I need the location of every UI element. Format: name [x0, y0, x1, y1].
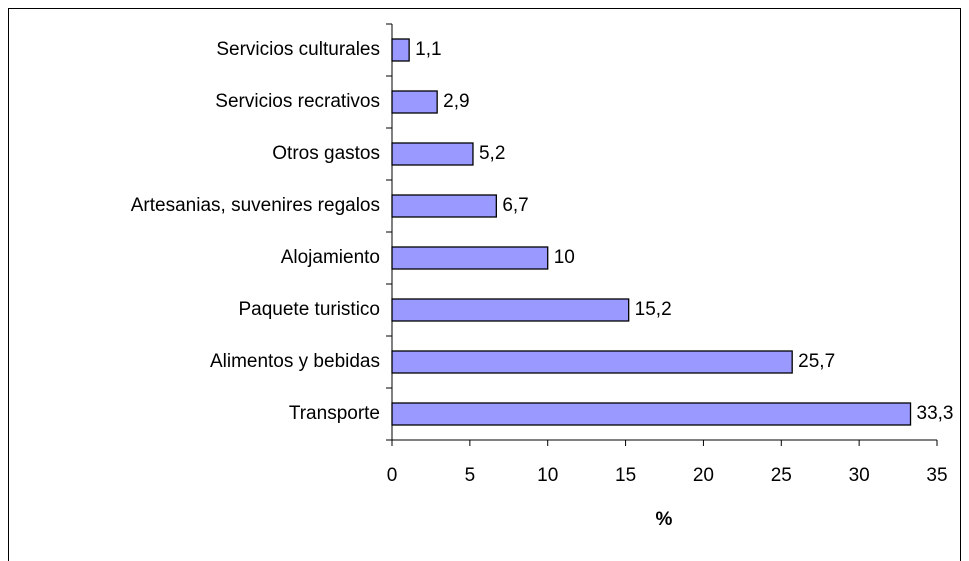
value-label: 25,7	[798, 351, 835, 372]
x-tick-label: 10	[537, 465, 558, 486]
bar	[391, 350, 793, 374]
value-label: 10	[554, 247, 575, 268]
x-tick-label: 20	[693, 465, 714, 486]
y-tick-label: Alojamiento	[281, 247, 380, 268]
bar	[391, 194, 497, 218]
y-tick-label: Paquete turistico	[238, 299, 380, 320]
x-tick-label: 30	[849, 465, 870, 486]
value-label: 2,9	[443, 91, 469, 112]
y-tick-label: Servicios recrativos	[215, 91, 380, 112]
value-label: 6,7	[502, 195, 528, 216]
y-tick-label: Servicios culturales	[216, 39, 380, 60]
y-tick-label: Alimentos y bebidas	[210, 351, 380, 372]
bar	[391, 246, 549, 270]
bar	[391, 38, 410, 62]
bar	[391, 90, 438, 114]
value-label: 33,3	[917, 403, 954, 424]
value-label: 5,2	[479, 143, 505, 164]
x-tick-label: 0	[387, 465, 398, 486]
x-axis-label: %	[656, 509, 673, 530]
x-tick-label: 15	[615, 465, 636, 486]
bar	[391, 402, 912, 426]
bar	[391, 298, 630, 322]
y-tick-label: Artesanias, suvenires regalos	[131, 195, 380, 216]
y-tick-label: Otros gastos	[272, 143, 380, 164]
x-tick-label: 35	[926, 465, 947, 486]
bar	[391, 142, 474, 166]
chart-frame	[8, 8, 961, 561]
x-tick-label: 25	[771, 465, 792, 486]
x-tick-label: 5	[465, 465, 476, 486]
value-label: 15,2	[635, 299, 672, 320]
y-tick-label: Transporte	[289, 403, 380, 424]
value-label: 1,1	[415, 39, 441, 60]
